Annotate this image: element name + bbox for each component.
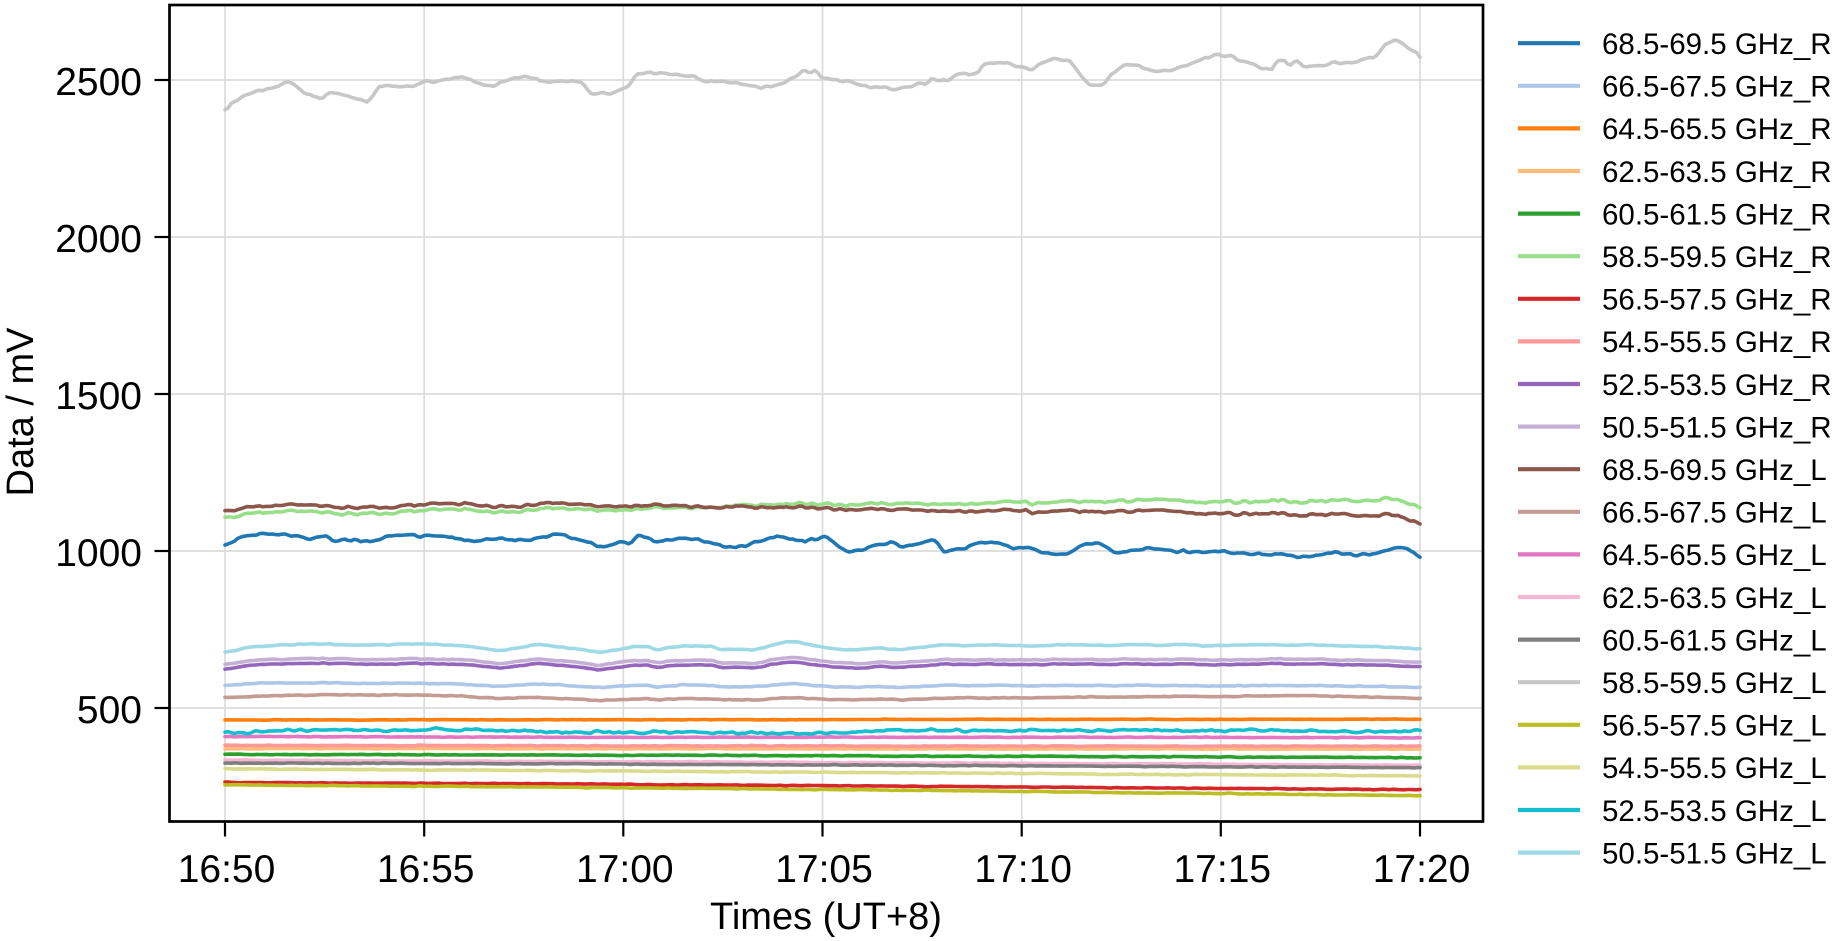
svg-text:60.5-61.5 GHz_L: 60.5-61.5 GHz_L (1602, 624, 1827, 657)
svg-text:56.5-57.5 GHz_L: 56.5-57.5 GHz_L (1602, 710, 1827, 743)
svg-text:54.5-55.5 GHz_L: 54.5-55.5 GHz_L (1602, 752, 1827, 785)
svg-text:64.5-65.5 GHz_L: 64.5-65.5 GHz_L (1602, 539, 1827, 572)
svg-text:2000: 2000 (55, 218, 142, 261)
svg-text:68.5-69.5 GHz_L: 68.5-69.5 GHz_L (1602, 454, 1827, 487)
svg-text:17:05: 17:05 (775, 848, 873, 891)
svg-text:17:00: 17:00 (576, 848, 674, 891)
svg-text:52.5-53.5 GHz_R: 52.5-53.5 GHz_R (1602, 369, 1832, 402)
svg-text:2500: 2500 (55, 61, 142, 104)
svg-text:16:50: 16:50 (178, 848, 276, 891)
svg-text:1000: 1000 (55, 532, 142, 575)
svg-text:1500: 1500 (55, 375, 142, 418)
svg-text:50.5-51.5 GHz_L: 50.5-51.5 GHz_L (1602, 837, 1827, 870)
svg-text:17:10: 17:10 (974, 848, 1072, 891)
svg-text:52.5-53.5 GHz_L: 52.5-53.5 GHz_L (1602, 795, 1827, 828)
svg-text:54.5-55.5 GHz_R: 54.5-55.5 GHz_R (1602, 326, 1832, 359)
svg-text:60.5-61.5 GHz_R: 60.5-61.5 GHz_R (1602, 198, 1832, 231)
svg-text:62.5-63.5 GHz_R: 62.5-63.5 GHz_R (1602, 156, 1832, 189)
svg-text:56.5-57.5 GHz_R: 56.5-57.5 GHz_R (1602, 284, 1832, 317)
svg-text:Times (UT+8): Times (UT+8) (710, 896, 942, 938)
svg-text:66.5-67.5 GHz_L: 66.5-67.5 GHz_L (1602, 497, 1827, 530)
svg-text:17:20: 17:20 (1373, 848, 1471, 891)
svg-text:500: 500 (77, 689, 142, 732)
svg-text:16:55: 16:55 (377, 848, 475, 891)
svg-text:62.5-63.5 GHz_L: 62.5-63.5 GHz_L (1602, 582, 1827, 615)
svg-text:17:15: 17:15 (1173, 848, 1271, 891)
svg-text:68.5-69.5 GHz_R: 68.5-69.5 GHz_R (1602, 28, 1832, 61)
svg-text:Data / mV: Data / mV (0, 327, 42, 497)
svg-text:58.5-59.5 GHz_R: 58.5-59.5 GHz_R (1602, 241, 1832, 274)
svg-text:64.5-65.5 GHz_R: 64.5-65.5 GHz_R (1602, 113, 1832, 146)
svg-text:58.5-59.5 GHz_L: 58.5-59.5 GHz_L (1602, 667, 1827, 700)
svg-text:50.5-51.5 GHz_R: 50.5-51.5 GHz_R (1602, 411, 1832, 444)
svg-text:66.5-67.5 GHz_R: 66.5-67.5 GHz_R (1602, 71, 1832, 104)
